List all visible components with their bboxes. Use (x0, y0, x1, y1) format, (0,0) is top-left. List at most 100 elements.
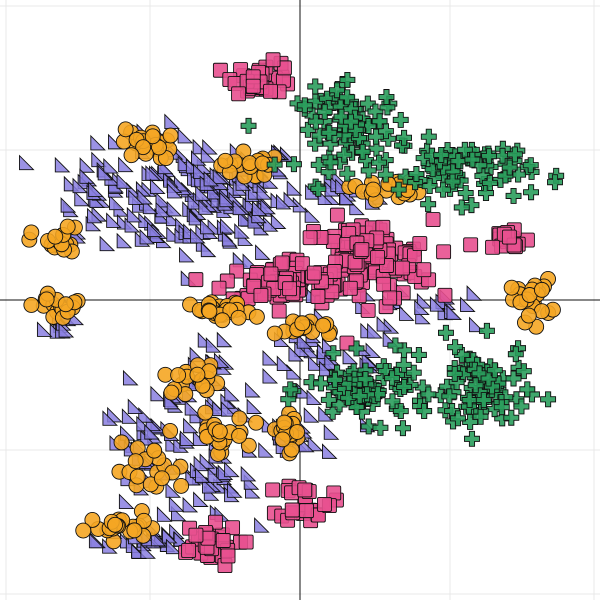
scatter-point-square (238, 534, 254, 550)
scatter-point-circle (162, 127, 179, 144)
scatter-point-plus (368, 128, 384, 145)
scatter-point-plus (447, 339, 464, 356)
scatter-point-plus (392, 112, 409, 128)
scatter-point-circle (47, 228, 64, 245)
scatter-point-triangle (166, 200, 183, 217)
scatter-point-triangle (156, 506, 173, 522)
scatter-point-square (284, 502, 300, 518)
scatter-point-triangle (323, 424, 340, 440)
scatter-point-triangle (365, 342, 382, 359)
scatter-point-square (274, 255, 290, 271)
scatter-point-triangle (58, 322, 75, 338)
scatter-point-square (265, 482, 281, 498)
scatter-point-triangle (193, 491, 209, 507)
scatter-point-triangle (220, 217, 236, 234)
scatter-point-plus (387, 337, 404, 354)
scatter-point-triangle (466, 285, 483, 301)
scatter-point-triangle (321, 443, 338, 459)
scatter-point-triangle (234, 223, 250, 239)
scatter-point-triangle (446, 304, 463, 321)
scatter-point-triangle (429, 296, 446, 312)
scatter-point-triangle (219, 191, 235, 208)
scatter-point-triangle (126, 206, 143, 223)
scatter-point-plus (408, 166, 425, 182)
scatter-point-triangle (255, 244, 271, 260)
scatter-point-triangle (200, 147, 217, 163)
scatter-point-square (342, 280, 358, 296)
scatter-point-plus (478, 322, 495, 339)
scatter-point-plus (433, 146, 450, 163)
scatter-point-circle (129, 468, 146, 485)
scatter-point-triangle (79, 157, 96, 173)
scatter-point-plus (282, 381, 299, 398)
scatter-point-square (370, 250, 386, 265)
scatter-point-triangle (199, 453, 216, 469)
scatter-point-triangle (286, 180, 303, 196)
scatter-point-triangle (167, 182, 183, 199)
scatter-point-triangle (342, 348, 359, 365)
scatter-point-plus (285, 156, 302, 173)
scatter-point-square (437, 287, 453, 303)
scatter-point-triangle (138, 407, 154, 423)
scatter-point-triangle (260, 198, 276, 215)
scatter-point-triangle (155, 201, 172, 218)
scatter-point-plus (453, 199, 470, 216)
scatter-point-triangle (276, 355, 293, 371)
scatter-point-plus (457, 185, 474, 202)
scatter-point-triangle (367, 322, 383, 339)
scatter-point-triangle (246, 398, 263, 414)
scatter-point-plus (450, 410, 466, 427)
scatter-point-circle (84, 511, 101, 528)
scatter-point-plus (327, 371, 343, 388)
scatter-point-plus (395, 357, 412, 373)
scatter-point-plus (540, 391, 557, 408)
scatter-point-square (299, 503, 314, 519)
scatter-point-plus (322, 154, 339, 171)
scatter-point-plus (464, 151, 481, 168)
scatter-point-circle (123, 147, 140, 164)
scatter-point-circle (248, 308, 265, 325)
scatter-point-triangle (97, 164, 114, 181)
scatter-point-circle (283, 441, 300, 458)
scatter-point-triangle (165, 538, 182, 555)
scatter-point-plus (266, 156, 283, 173)
scatter-point-plus (507, 346, 524, 363)
scatter-point-triangle (221, 401, 237, 417)
data-points (19, 52, 565, 574)
scatter-point-triangle (288, 345, 305, 362)
scatter-point-plus (420, 128, 437, 145)
scatter-point-triangle (87, 207, 103, 224)
scatter-point-triangle (103, 158, 119, 174)
scatter-point-circle (189, 366, 206, 383)
scatter-point-circle (127, 453, 144, 470)
scatter-point-plus (351, 388, 368, 405)
scatter-point-plus (438, 324, 454, 341)
scatter-point-plus (501, 159, 518, 176)
scatter-point-triangle (121, 408, 138, 424)
scatter-point-square (317, 496, 332, 512)
scatter-point-triangle (262, 216, 279, 232)
scatter-point-plus (450, 153, 467, 170)
scatter-point-square (382, 290, 398, 306)
scatter-point-plus (420, 196, 437, 213)
scatter-point-plus (384, 370, 401, 387)
scatter-point-square (253, 288, 269, 304)
scatter-point-triangle (195, 185, 211, 201)
scatter-point-square (231, 86, 247, 102)
scatter-point-square (215, 533, 231, 548)
scatter-point-square (181, 543, 197, 558)
scatter-point-triangle (150, 178, 166, 194)
scatter-point-triangle (165, 482, 182, 498)
scatter-point-triangle (155, 191, 172, 208)
scatter-point-square (485, 239, 501, 255)
scatter-point-square (294, 256, 310, 272)
scatter-point-circle (231, 410, 248, 427)
scatter-point-plus (464, 430, 480, 447)
scatter-point-triangle (116, 173, 133, 189)
scatter-point-triangle (140, 543, 156, 559)
scatter-point-triangle (376, 315, 393, 332)
scatter-point-plus (336, 146, 353, 163)
scatter-point-plus (444, 173, 461, 190)
scatter-point-plus (320, 99, 337, 116)
scatter-point-plus (371, 113, 388, 130)
